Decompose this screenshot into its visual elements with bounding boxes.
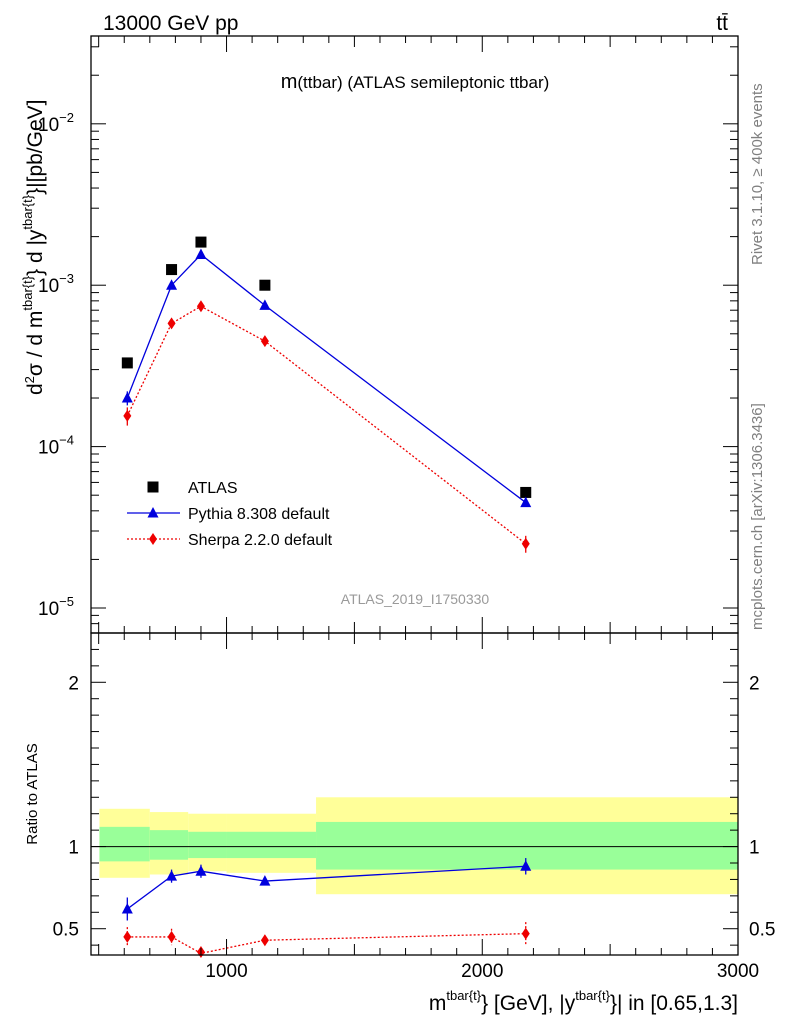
y-tick-label: 2 bbox=[68, 673, 79, 694]
series-diamond bbox=[123, 300, 530, 553]
inner-band bbox=[149, 830, 189, 860]
legend-label: Pythia 8.308 default bbox=[188, 506, 330, 523]
legend-label: Sherpa 2.2.0 default bbox=[188, 532, 333, 549]
data-point bbox=[166, 264, 178, 276]
ratio-frame bbox=[90, 632, 739, 956]
series-triangle bbox=[121, 248, 532, 508]
data-point bbox=[166, 279, 178, 290]
data-point bbox=[260, 335, 269, 348]
data-point bbox=[196, 300, 205, 313]
data-point bbox=[520, 860, 532, 871]
inner-band bbox=[188, 831, 227, 859]
legend: ATLAS Pythia 8.308 default Sherpa 2.2.0 de… bbox=[127, 480, 333, 549]
y-tick-label: 10−2 bbox=[38, 110, 74, 136]
x-tick-label: 3000 bbox=[717, 961, 759, 982]
main-panel: 10−5 10−4 10−3 10−2 m(ttbar) (ATLAS semilep… bbox=[20, 35, 739, 634]
data-point bbox=[123, 930, 132, 943]
data-point bbox=[167, 930, 176, 943]
data-point bbox=[259, 279, 271, 291]
ratio-y-axis-label: Ratio to ATLAS bbox=[24, 743, 41, 844]
series-square bbox=[121, 236, 532, 498]
header-right-label: tt̄ bbox=[716, 12, 728, 35]
mcplots-label: mcplots.cern.ch [arXiv:1306.3436] bbox=[749, 403, 766, 630]
data-point bbox=[195, 865, 207, 876]
data-point bbox=[166, 870, 178, 881]
legend-label: ATLAS bbox=[188, 480, 238, 497]
inner-band bbox=[226, 831, 317, 859]
legend-marker bbox=[147, 481, 159, 493]
legend-marker bbox=[147, 507, 159, 518]
data-point bbox=[195, 248, 207, 259]
data-point bbox=[520, 486, 532, 498]
data-point bbox=[259, 299, 271, 310]
legend-marker bbox=[149, 533, 157, 545]
x-tick-label: 2000 bbox=[461, 961, 503, 982]
inner-band bbox=[99, 826, 150, 862]
data-point bbox=[121, 903, 133, 914]
ratio-series-triangle bbox=[121, 858, 532, 921]
x-tick-label: 1000 bbox=[205, 961, 247, 982]
data-point bbox=[521, 927, 530, 940]
y-tick-label: 1 bbox=[68, 838, 79, 859]
main-title: m(ttbar) (ATLAS semileptonic ttbar) bbox=[281, 71, 550, 93]
main-y-axis-label: d2σ / d mtbar{t}} d |ytbar{t}}|[pb/GeV] bbox=[20, 100, 47, 396]
y-tick-label: 10−4 bbox=[38, 433, 74, 459]
data-point bbox=[521, 537, 530, 550]
data-point bbox=[520, 496, 532, 508]
data-point bbox=[260, 934, 269, 947]
ratio-panel: 0.5 0.5 1 1 2 2 1000 2000 3000 Ratio to ATLAS m… bbox=[24, 632, 775, 1015]
data-point bbox=[195, 236, 207, 248]
header-left-label: 13000 GeV pp bbox=[103, 12, 238, 35]
data-point bbox=[167, 317, 176, 330]
watermark: ATLAS_2019_I1750330 bbox=[341, 591, 490, 607]
y-tick-label: 0.5 bbox=[53, 920, 79, 941]
y-tick-label: 10−3 bbox=[38, 271, 74, 297]
y-tick-label-right: 2 bbox=[749, 673, 760, 694]
data-point bbox=[259, 875, 271, 886]
x-axis-label: mtbar{t}} [GeV], |ytbar{t}}| in [0.65,1.… bbox=[429, 988, 738, 1015]
inner-band bbox=[316, 821, 738, 870]
y-tick-label: 10−5 bbox=[38, 594, 74, 620]
y-tick-label-right: 0.5 bbox=[749, 920, 775, 941]
data-point bbox=[121, 392, 133, 403]
y-tick-label-right: 1 bbox=[749, 838, 760, 859]
data-point bbox=[123, 409, 132, 422]
rivet-label: Rivet 3.1.10, ≥ 400k events bbox=[749, 83, 766, 265]
data-point bbox=[121, 357, 133, 369]
